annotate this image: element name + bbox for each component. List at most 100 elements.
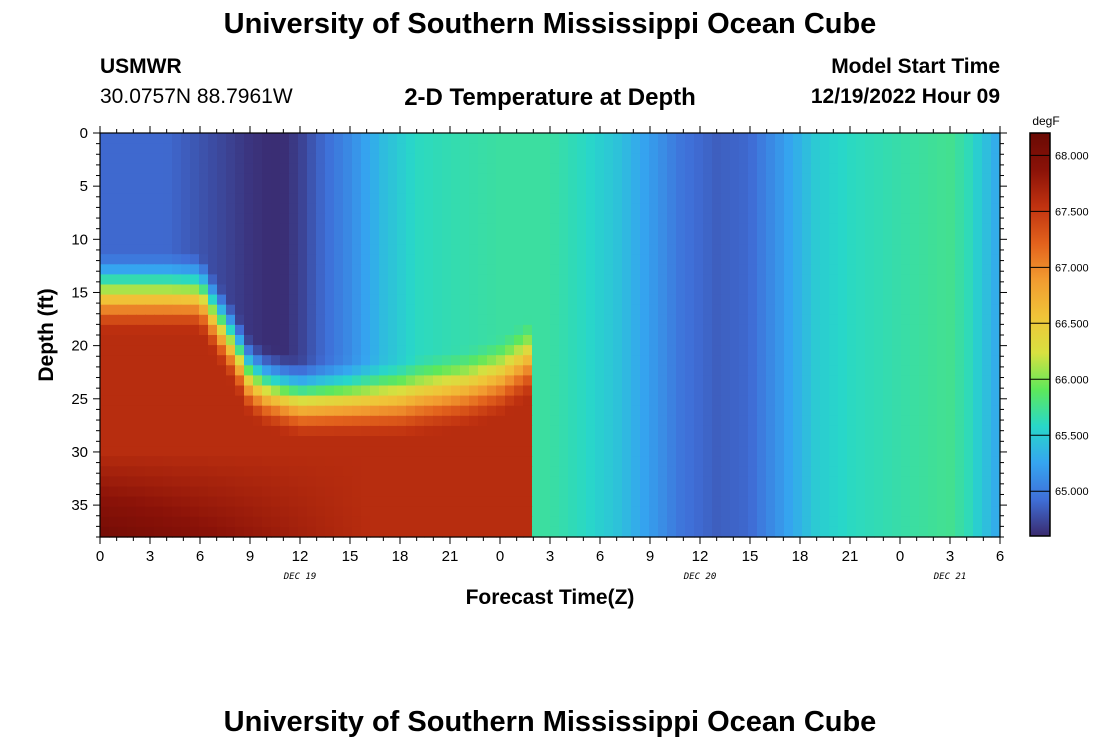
heatmap-cell <box>838 335 848 346</box>
heatmap-cell <box>388 395 398 407</box>
heatmap-cell <box>739 335 749 346</box>
heatmap-cell <box>757 476 767 488</box>
heatmap-cell <box>163 314 173 326</box>
heatmap-cell <box>604 405 614 417</box>
heatmap-cell <box>847 476 857 488</box>
heatmap-cell <box>289 223 299 235</box>
heatmap-cell <box>856 163 866 174</box>
heatmap-cell <box>586 496 596 508</box>
heatmap-cell <box>451 446 461 457</box>
heatmap-cell <box>874 506 884 518</box>
heatmap-cell <box>685 294 695 306</box>
heatmap-cell <box>586 294 596 306</box>
heatmap-cell <box>829 375 839 387</box>
heatmap-cell <box>406 203 416 215</box>
heatmap-cell <box>424 234 434 245</box>
heatmap-cell <box>109 436 119 447</box>
heatmap-cell <box>298 526 308 538</box>
heatmap-cell <box>118 476 128 488</box>
heatmap-cell <box>766 506 776 518</box>
heatmap-cell <box>649 335 659 346</box>
heatmap-cell <box>334 304 344 316</box>
heatmap-cell <box>721 456 731 467</box>
heatmap-cell <box>163 284 173 296</box>
heatmap-cell <box>154 526 164 538</box>
heatmap-cell <box>199 324 209 336</box>
heatmap-cell <box>415 405 425 417</box>
heatmap-cell <box>883 486 893 498</box>
heatmap-cell <box>433 213 443 225</box>
heatmap-cell <box>325 415 335 427</box>
heatmap-cell <box>487 425 497 437</box>
heatmap-cell <box>892 516 902 528</box>
heatmap-cell <box>226 466 236 477</box>
heatmap-cell <box>991 526 1001 538</box>
heatmap-cell <box>352 193 362 205</box>
heatmap-cell <box>802 456 812 467</box>
heatmap-cell <box>793 456 803 467</box>
heatmap-cell <box>352 355 362 366</box>
heatmap-cell <box>865 294 875 306</box>
heatmap-cell <box>856 395 866 407</box>
heatmap-cell <box>352 294 362 306</box>
heatmap-cell <box>874 133 884 144</box>
heatmap-cell <box>226 193 236 205</box>
heatmap-cell <box>199 496 209 508</box>
heatmap-cell <box>460 335 470 346</box>
heatmap-cell <box>118 365 128 376</box>
heatmap-cell <box>883 415 893 427</box>
heatmap-cell <box>217 304 227 316</box>
heatmap-cell <box>757 254 767 265</box>
heatmap-cell <box>118 294 128 306</box>
heatmap-cell <box>532 294 542 306</box>
heatmap-cell <box>775 284 785 296</box>
heatmap-cell <box>919 294 929 306</box>
heatmap-cell <box>442 456 452 467</box>
heatmap-cell <box>298 213 308 225</box>
heatmap-cell <box>793 425 803 437</box>
heatmap-cell <box>235 254 245 265</box>
heatmap-cell <box>334 324 344 336</box>
heatmap-cell <box>406 476 416 488</box>
heatmap-cell <box>676 254 686 265</box>
heatmap-cell <box>289 143 299 154</box>
heatmap-cell <box>802 425 812 437</box>
heatmap-cell <box>946 385 956 397</box>
heatmap-cell <box>478 203 488 215</box>
heatmap-cell <box>100 284 110 296</box>
heatmap-cell <box>442 153 452 164</box>
heatmap-cell <box>577 244 587 255</box>
heatmap-cell <box>676 425 686 437</box>
heatmap-cell <box>874 415 884 427</box>
x-tick-label: 18 <box>792 548 809 565</box>
heatmap-cell <box>838 284 848 296</box>
heatmap-cell <box>559 446 569 457</box>
heatmap-cell <box>406 264 416 275</box>
heatmap-cell <box>397 254 407 265</box>
heatmap-cell <box>235 335 245 346</box>
heatmap-cell <box>712 486 722 498</box>
heatmap-cell <box>568 223 578 235</box>
heatmap-cell <box>865 466 875 477</box>
heatmap-cell <box>406 143 416 154</box>
heatmap-cell <box>226 375 236 387</box>
heatmap-cell <box>523 223 533 235</box>
heatmap-cell <box>433 395 443 407</box>
heatmap-cell <box>793 365 803 376</box>
heatmap-cell <box>955 405 965 417</box>
heatmap-cell <box>811 183 821 195</box>
heatmap-cell <box>676 436 686 447</box>
heatmap-cell <box>208 375 218 387</box>
heatmap-cell <box>568 133 578 144</box>
heatmap-cell <box>271 425 281 437</box>
heatmap-cell <box>181 365 191 376</box>
heatmap-cell <box>532 486 542 498</box>
heatmap-cell <box>199 335 209 346</box>
heatmap-cell <box>289 466 299 477</box>
heatmap-cell <box>136 395 146 407</box>
heatmap-cell <box>739 446 749 457</box>
heatmap-cell <box>667 314 677 326</box>
heatmap-cell <box>298 203 308 215</box>
heatmap-cell <box>388 385 398 397</box>
heatmap-cell <box>901 193 911 205</box>
